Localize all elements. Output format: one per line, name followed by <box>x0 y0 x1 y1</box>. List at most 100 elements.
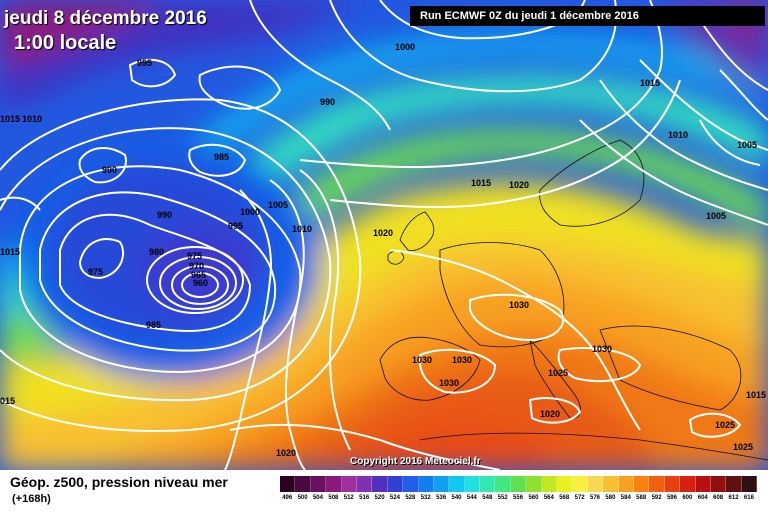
isobar-label: 015 <box>0 396 15 406</box>
scale-label: 516 <box>359 495 370 501</box>
copyright-text: Copyright 2016 Meteociel.fr <box>350 456 481 467</box>
isobar-label: 1005 <box>268 200 288 210</box>
isobar-label: 1015 <box>0 114 20 124</box>
scale-swatch: 516 <box>356 476 373 502</box>
isobar-label: 1015 <box>0 247 20 257</box>
scale-swatch: 592 <box>649 476 665 502</box>
scale-label: 604 <box>697 495 708 501</box>
scale-swatch: 496 <box>280 476 296 502</box>
scale-swatch: 608 <box>710 476 727 502</box>
scale-label: 532 <box>420 495 431 501</box>
isobar-label: 1000 <box>395 42 415 52</box>
isobar-label: 1005 <box>706 211 726 221</box>
scale-label: 496 <box>282 495 293 501</box>
scale-swatch: 508 <box>326 476 342 502</box>
isobar-label: 990 <box>320 97 335 107</box>
isobar-labels: 995 1000 990 1015 1015 1010 990 985 990 … <box>0 42 766 458</box>
scale-swatch: 600 <box>680 476 696 502</box>
isobar-label: 960 <box>193 278 208 288</box>
scale-swatch: 512 <box>341 476 357 502</box>
scale-swatch: 556 <box>510 476 527 502</box>
scale-label: 512 <box>343 495 354 501</box>
isobar-label: 985 <box>146 320 161 330</box>
scale-label: 540 <box>451 495 462 501</box>
isobar-label: 1005 <box>737 140 757 150</box>
scale-label: 572 <box>574 495 585 501</box>
isobar-label: 1030 <box>592 344 612 354</box>
isobar-label: 980 <box>149 247 164 257</box>
scale-swatch: 564 <box>541 476 558 502</box>
scale-label: 528 <box>405 495 416 501</box>
isobar-label: 1010 <box>22 114 42 124</box>
scale-label: 560 <box>528 495 539 501</box>
isobar-label: 1030 <box>509 300 529 310</box>
isobar-label: 990 <box>157 210 172 220</box>
scale-label: 600 <box>682 495 693 501</box>
isobar-label: 995 <box>137 58 152 68</box>
isobar-label: 1010 <box>668 130 688 140</box>
forecast-date: jeudi 8 décembre 2016 <box>4 8 207 29</box>
isobar-label: 1025 <box>715 420 735 430</box>
legend-footer: Géop. z500, pression niveau mer (+168h) … <box>0 470 768 512</box>
isobar-label: 1020 <box>276 448 296 458</box>
scale-swatch: 504 <box>310 476 327 502</box>
scale-swatch: 572 <box>572 476 588 502</box>
isobar-label: 995 <box>228 221 243 231</box>
isobar-label: 975 <box>187 251 202 261</box>
scale-label: 548 <box>482 495 493 501</box>
scale-label: 556 <box>513 495 524 501</box>
isobar-label: 990 <box>102 165 117 175</box>
isobar-label: 1015 <box>640 78 660 88</box>
isobar-label: 1030 <box>452 355 472 365</box>
scale-swatch: 616 <box>741 476 758 502</box>
scale-label: 536 <box>436 495 447 501</box>
scale-label: 508 <box>328 495 339 501</box>
isobar-label: 970 <box>189 261 204 271</box>
geopotential-map: 995 1000 990 1015 1015 1010 990 985 990 … <box>0 0 768 470</box>
scale-swatch: 588 <box>633 476 650 502</box>
isobar-label: 1025 <box>733 442 753 452</box>
scale-swatch: 540 <box>449 476 465 502</box>
scale-swatch: 604 <box>695 476 711 502</box>
scale-label: 576 <box>590 495 601 501</box>
scale-swatch: 568 <box>557 476 573 502</box>
isobar-label: 1020 <box>373 228 393 238</box>
scale-label: 524 <box>389 495 400 501</box>
isobar-label: 975 <box>88 267 103 277</box>
color-scale: 496 500 504 508 512 516 520 524 528 532 536 540 544 5… <box>280 476 758 502</box>
scale-swatch: 612 <box>726 476 742 502</box>
scale-swatch: 596 <box>664 476 681 502</box>
isobar-label: 1000 <box>240 207 260 217</box>
model-run-label: Run ECMWF 0Z du jeudi 1 décembre 2016 <box>410 6 765 26</box>
scale-swatch: 576 <box>587 476 604 502</box>
scale-label: 592 <box>651 495 662 501</box>
isobar-label: 1020 <box>509 180 529 190</box>
scale-swatch: 528 <box>403 476 419 502</box>
scale-swatch: 584 <box>618 476 634 502</box>
scale-swatch: 544 <box>464 476 481 502</box>
isobar-label: 1010 <box>292 224 312 234</box>
isobar-label: 1015 <box>746 390 766 400</box>
isobar-label: 985 <box>214 152 229 162</box>
scale-label: 564 <box>543 495 554 501</box>
scale-swatch: 500 <box>295 476 311 502</box>
isobar-label: 965 <box>191 270 206 280</box>
scale-label: 580 <box>605 495 616 501</box>
scale-label: 500 <box>297 495 308 501</box>
scale-label: 568 <box>559 495 570 501</box>
isobars <box>0 0 768 470</box>
scale-label: 608 <box>713 495 724 501</box>
forecast-time: 1:00 locale <box>14 32 117 54</box>
scale-label: 584 <box>620 495 631 501</box>
scale-swatch: 552 <box>495 476 511 502</box>
isobar-label: 1025 <box>548 368 568 378</box>
isobar-label: 1030 <box>412 355 432 365</box>
isobar-label: 1030 <box>439 378 459 388</box>
scale-label: 552 <box>497 495 508 501</box>
isobar-label: 1020 <box>540 409 560 419</box>
scale-label: 612 <box>728 495 739 501</box>
scale-label: 544 <box>466 495 477 501</box>
scale-label: 588 <box>636 495 647 501</box>
isobar-label: 1015 <box>471 178 491 188</box>
